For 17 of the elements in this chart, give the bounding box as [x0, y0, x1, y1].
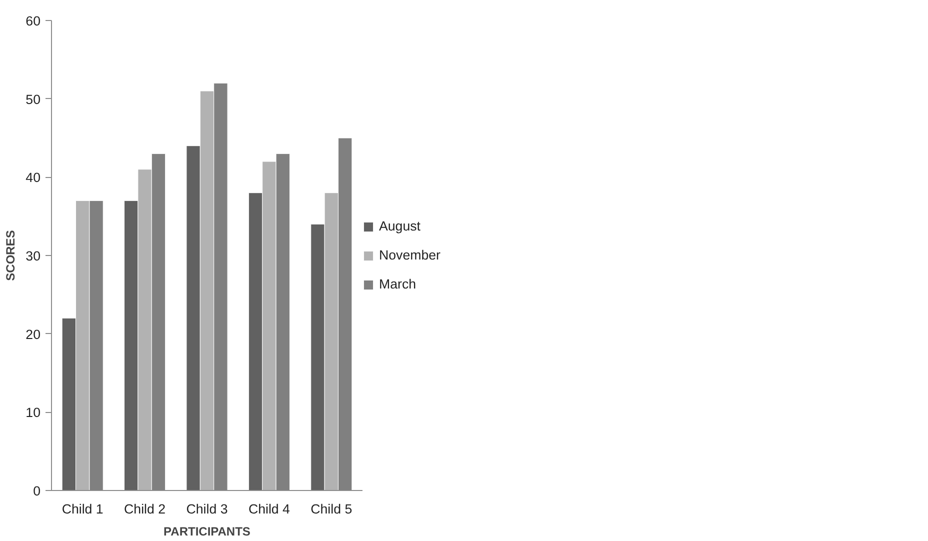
- x-tick-label: Child 4: [248, 502, 291, 516]
- x-tick-label: Child 5: [310, 502, 352, 516]
- y-tick-label: 10: [26, 405, 41, 420]
- y-tick-label: 0: [33, 484, 41, 498]
- legend-label: August: [379, 218, 420, 234]
- y-tick-label: 50: [26, 92, 41, 107]
- y-tick-label: 40: [26, 170, 41, 186]
- x-tick-label: Child 2: [124, 502, 166, 516]
- x-tick-label: Child 3: [186, 502, 228, 516]
- legend-label: March: [379, 276, 416, 292]
- y-tick-label: 20: [26, 326, 41, 342]
- y-tick-label: 30: [26, 248, 41, 264]
- y-axis-title: SCORES: [4, 230, 18, 281]
- y-tick-label: 60: [26, 14, 41, 28]
- x-axis-title: PARTICIPANTS: [164, 524, 250, 538]
- x-tick-label: Child 1: [62, 502, 104, 516]
- legend-label: November: [379, 248, 440, 262]
